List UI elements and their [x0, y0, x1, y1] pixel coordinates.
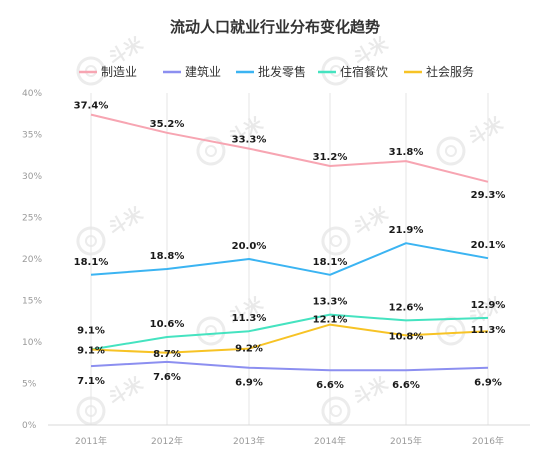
watermark-text: 斗米 [105, 32, 148, 70]
x-tick-label: 2013年 [233, 435, 265, 447]
y-tick-label: 35% [22, 131, 42, 141]
data-label: 11.3% [232, 313, 267, 324]
series-line-2 [90, 360, 489, 372]
data-label: 9.1% [77, 345, 105, 356]
watermark-stamp: 斗米 [321, 32, 393, 86]
watermark-text: 斗米 [465, 112, 508, 150]
watermark-stamp: 斗米 [321, 372, 393, 426]
y-tick-label: 20% [22, 255, 42, 265]
watermark-stamp: 斗米 [76, 202, 148, 256]
series-line-5 [90, 323, 489, 354]
data-label: 20.0% [232, 241, 267, 252]
legend: 制造业 建筑业 批发零售 住宿餐饮 社会服务 [79, 64, 474, 79]
legend-item-5: 社会服务 [404, 64, 474, 79]
data-label: 12.9% [471, 300, 506, 311]
watermark-text: 斗米 [105, 202, 148, 240]
y-tick-label: 25% [22, 214, 42, 224]
legend-item-3: 批发零售 [236, 64, 306, 79]
x-axis: 2011年 2012年 2013年 2014年 2015年 2016年 [48, 424, 530, 447]
data-label: 7.1% [77, 376, 105, 387]
data-label: 7.6% [153, 372, 181, 383]
watermark-stamp: 斗米 [76, 32, 148, 86]
data-label: 31.2% [313, 152, 348, 163]
x-tick-label: 2012年 [151, 435, 183, 447]
watermark-stamp: 斗米 [436, 112, 508, 166]
x-tick-label: 2011年 [75, 435, 107, 447]
watermark-text: 斗米 [350, 372, 393, 410]
data-label: 9.1% [77, 325, 105, 336]
data-label: 9.2% [235, 344, 263, 355]
legend-label: 社会服务 [426, 64, 474, 79]
data-label: 31.8% [389, 147, 424, 158]
data-label: 35.2% [150, 119, 185, 130]
y-tick-label: 30% [22, 172, 42, 182]
data-label: 10.8% [389, 331, 424, 342]
data-label: 21.9% [389, 225, 424, 236]
data-label: 11.3% [471, 325, 506, 336]
data-label: 18.8% [150, 251, 185, 262]
y-tick-label: 40% [22, 89, 42, 99]
data-label: 6.9% [474, 378, 502, 389]
legend-label: 建筑业 [185, 64, 221, 79]
data-label: 12.6% [389, 302, 424, 313]
data-label: 12.1% [313, 315, 348, 326]
y-tick-label: 10% [22, 338, 42, 348]
data-label: 29.3% [471, 190, 506, 201]
y-tick-label: 0% [22, 421, 37, 431]
watermark-text: 斗米 [350, 202, 393, 240]
data-label: 6.9% [235, 378, 263, 389]
legend-item-1: 制造业 [79, 65, 137, 79]
series-line-1 [90, 113, 489, 183]
data-label: 18.1% [74, 257, 109, 268]
legend-label: 制造业 [101, 65, 137, 79]
data-label: 33.3% [232, 135, 267, 146]
data-label: 13.3% [313, 297, 348, 308]
watermark-stamp: 斗米 [321, 202, 393, 256]
data-label: 20.1% [471, 240, 506, 251]
watermark-text: 斗米 [105, 372, 148, 410]
series-layer [90, 113, 489, 372]
series-line-4 [90, 313, 489, 351]
y-tick-label: 5% [22, 380, 37, 390]
chart-title: 流动人口就业行业分布变化趋势 [170, 18, 380, 36]
legend-label: 住宿餐饮 [340, 64, 388, 79]
data-label: 8.7% [153, 349, 181, 360]
legend-item-4: 住宿餐饮 [318, 64, 388, 79]
y-axis: 0% 5% 10% 15% 20% 25% 30% 35% 40% [22, 89, 42, 431]
data-label: 6.6% [316, 380, 344, 391]
legend-item-2: 建筑业 [163, 64, 221, 79]
x-tick-label: 2016年 [472, 435, 504, 447]
data-label: 10.6% [150, 319, 185, 330]
legend-label: 批发零售 [258, 64, 306, 79]
data-label: 18.1% [313, 257, 348, 268]
data-label: 37.4% [74, 101, 109, 112]
x-tick-label: 2014年 [314, 435, 346, 447]
watermark-text: 斗米 [350, 32, 393, 70]
data-label: 6.6% [392, 380, 420, 391]
y-tick-label: 15% [22, 297, 42, 307]
x-tick-label: 2015年 [390, 435, 422, 447]
data-labels: 37.4% 35.2% 33.3% 31.2% 31.8% 29.3% 7.1% 7.6% 6.… [74, 101, 506, 392]
series-line-3 [90, 242, 489, 276]
